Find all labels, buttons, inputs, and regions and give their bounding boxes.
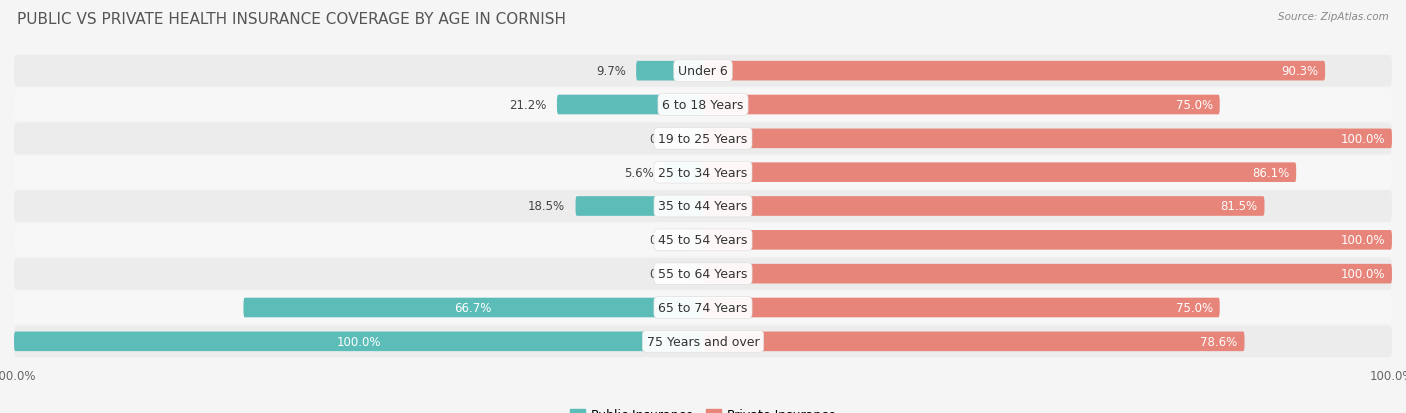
Text: 65 to 74 Years: 65 to 74 Years: [658, 301, 748, 314]
FancyBboxPatch shape: [243, 298, 703, 318]
Text: 0.0%: 0.0%: [650, 234, 679, 247]
FancyBboxPatch shape: [14, 258, 1392, 290]
Text: 75.0%: 75.0%: [1175, 301, 1213, 314]
FancyBboxPatch shape: [703, 95, 1219, 115]
FancyBboxPatch shape: [665, 163, 703, 183]
FancyBboxPatch shape: [703, 230, 1392, 250]
FancyBboxPatch shape: [703, 163, 1296, 183]
Text: 6 to 18 Years: 6 to 18 Years: [662, 99, 744, 112]
Text: 55 to 64 Years: 55 to 64 Years: [658, 268, 748, 280]
Text: 75 Years and over: 75 Years and over: [647, 335, 759, 348]
Text: Under 6: Under 6: [678, 65, 728, 78]
Text: 100.0%: 100.0%: [336, 335, 381, 348]
FancyBboxPatch shape: [636, 62, 703, 81]
Text: 75.0%: 75.0%: [1175, 99, 1213, 112]
FancyBboxPatch shape: [686, 129, 703, 149]
Text: 18.5%: 18.5%: [529, 200, 565, 213]
Text: 100.0%: 100.0%: [1340, 268, 1385, 280]
FancyBboxPatch shape: [703, 332, 1244, 351]
Text: 66.7%: 66.7%: [454, 301, 492, 314]
Text: 5.6%: 5.6%: [624, 166, 654, 179]
Text: 78.6%: 78.6%: [1201, 335, 1237, 348]
Text: 86.1%: 86.1%: [1251, 166, 1289, 179]
FancyBboxPatch shape: [14, 332, 703, 351]
FancyBboxPatch shape: [686, 264, 703, 284]
Text: 35 to 44 Years: 35 to 44 Years: [658, 200, 748, 213]
FancyBboxPatch shape: [14, 157, 1392, 189]
Text: 81.5%: 81.5%: [1220, 200, 1257, 213]
FancyBboxPatch shape: [703, 298, 1219, 318]
FancyBboxPatch shape: [703, 129, 1392, 149]
Text: 0.0%: 0.0%: [650, 268, 679, 280]
Text: 100.0%: 100.0%: [1340, 133, 1385, 145]
FancyBboxPatch shape: [14, 191, 1392, 222]
Text: 25 to 34 Years: 25 to 34 Years: [658, 166, 748, 179]
FancyBboxPatch shape: [14, 56, 1392, 88]
Text: 100.0%: 100.0%: [1340, 234, 1385, 247]
FancyBboxPatch shape: [575, 197, 703, 216]
Text: 21.2%: 21.2%: [509, 99, 547, 112]
FancyBboxPatch shape: [703, 197, 1264, 216]
Text: 0.0%: 0.0%: [650, 133, 679, 145]
FancyBboxPatch shape: [14, 325, 1392, 357]
FancyBboxPatch shape: [14, 224, 1392, 256]
FancyBboxPatch shape: [14, 292, 1392, 324]
FancyBboxPatch shape: [686, 230, 703, 250]
FancyBboxPatch shape: [557, 95, 703, 115]
Text: Source: ZipAtlas.com: Source: ZipAtlas.com: [1278, 12, 1389, 22]
Legend: Public Insurance, Private Insurance: Public Insurance, Private Insurance: [565, 404, 841, 413]
Text: 19 to 25 Years: 19 to 25 Years: [658, 133, 748, 145]
FancyBboxPatch shape: [14, 123, 1392, 155]
Text: PUBLIC VS PRIVATE HEALTH INSURANCE COVERAGE BY AGE IN CORNISH: PUBLIC VS PRIVATE HEALTH INSURANCE COVER…: [17, 12, 565, 27]
FancyBboxPatch shape: [703, 264, 1392, 284]
FancyBboxPatch shape: [14, 89, 1392, 121]
Text: 9.7%: 9.7%: [596, 65, 626, 78]
Text: 45 to 54 Years: 45 to 54 Years: [658, 234, 748, 247]
FancyBboxPatch shape: [703, 62, 1324, 81]
Text: 90.3%: 90.3%: [1281, 65, 1319, 78]
